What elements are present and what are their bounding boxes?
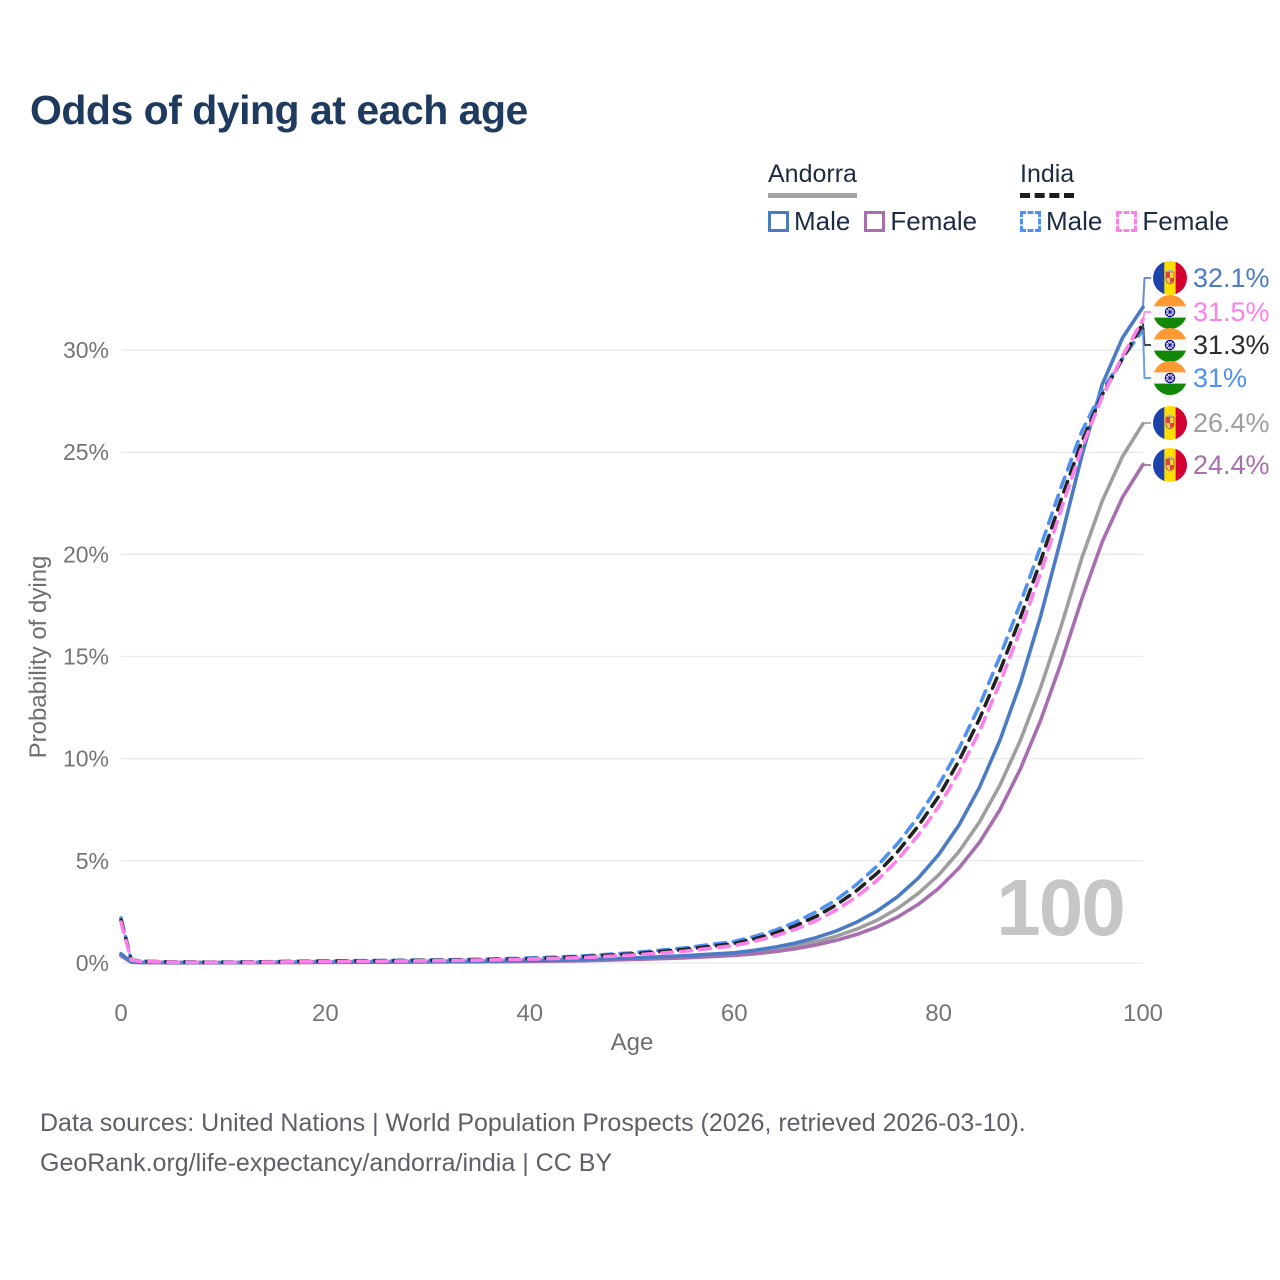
india-flag-icon bbox=[1153, 295, 1187, 329]
label-leader-line-andorra_male bbox=[1142, 277, 1151, 308]
legend-swatch-india-male[interactable] bbox=[1020, 211, 1041, 232]
page-title: Odds of dying at each age bbox=[30, 87, 528, 133]
india-flag-icon bbox=[1153, 328, 1187, 362]
label-leader-line-india_male bbox=[1142, 329, 1151, 379]
legend-swatch-india-female[interactable] bbox=[1116, 211, 1138, 232]
series-line-india_female[interactable] bbox=[119, 317, 1145, 965]
legend-swatch-andorra-female[interactable] bbox=[864, 211, 886, 232]
end-value-label-india_female: 31.5% bbox=[1193, 297, 1270, 327]
end-value-label-andorra_both: 26.4% bbox=[1193, 408, 1270, 438]
legend: Andorra Male Female India Male Female bbox=[768, 160, 1273, 240]
x-tick-label: 100 bbox=[1123, 1000, 1163, 1027]
end-value-label-andorra_male: 32.1% bbox=[1193, 263, 1270, 293]
legend-label-andorra-female[interactable]: Female bbox=[890, 206, 978, 236]
y-tick-label: 30% bbox=[63, 337, 109, 363]
legend-label-india-female[interactable]: Female bbox=[1142, 206, 1230, 236]
legend-swatch-andorra-male[interactable] bbox=[768, 211, 789, 232]
x-tick-label: 60 bbox=[721, 1000, 748, 1027]
footer-data-sources: Data sources: United Nations | World Pop… bbox=[40, 1109, 1026, 1137]
y-axis-title: Probability of dying bbox=[25, 556, 52, 759]
y-tick-label: 20% bbox=[63, 541, 109, 567]
x-tick-label: 0 bbox=[114, 1000, 127, 1027]
x-tick-label: 20 bbox=[312, 1000, 339, 1027]
x-tick-label: 80 bbox=[925, 1000, 952, 1027]
andorra-flag-icon bbox=[1153, 448, 1187, 482]
legend-items-andorra: Male Female bbox=[768, 206, 977, 237]
y-tick-label: 10% bbox=[63, 746, 109, 772]
legend-group-india: India Male Female bbox=[1020, 160, 1229, 237]
x-tick-label: 40 bbox=[516, 1000, 543, 1027]
plot-area[interactable] bbox=[121, 290, 1143, 963]
end-value-label-andorra_female: 24.4% bbox=[1193, 450, 1270, 480]
hover-age-watermark: 100 bbox=[996, 863, 1125, 952]
andorra-flag-icon bbox=[1153, 261, 1187, 295]
andorra-flag-icon bbox=[1153, 406, 1187, 440]
legend-country-andorra[interactable]: Andorra bbox=[768, 160, 857, 198]
y-tick-label: 5% bbox=[76, 848, 109, 874]
y-tick-label: 0% bbox=[76, 950, 109, 976]
label-leader-line-andorra_female bbox=[1142, 463, 1151, 466]
legend-label-andorra-male[interactable]: Male bbox=[794, 206, 851, 236]
label-leader-line-andorra_both bbox=[1142, 422, 1151, 425]
y-tick-label: 25% bbox=[63, 439, 109, 465]
legend-group-andorra: Andorra Male Female bbox=[768, 160, 977, 237]
footer-attribution: GeoRank.org/life-expectancy/andorra/indi… bbox=[40, 1149, 613, 1177]
legend-label-india-male[interactable]: Male bbox=[1046, 206, 1103, 236]
india-flag-icon bbox=[1153, 361, 1187, 395]
end-value-label-india_both: 31.3% bbox=[1193, 330, 1270, 360]
end-value-label-india_male: 31% bbox=[1193, 363, 1247, 393]
y-tick-label: 15% bbox=[63, 644, 109, 670]
legend-country-india[interactable]: India bbox=[1020, 160, 1075, 198]
footer: Data sources: United Nations | World Pop… bbox=[40, 1103, 1026, 1183]
legend-items-india: Male Female bbox=[1020, 206, 1229, 237]
label-leader-line-india_female bbox=[1142, 311, 1151, 320]
x-axis-title: Age bbox=[611, 1029, 654, 1056]
